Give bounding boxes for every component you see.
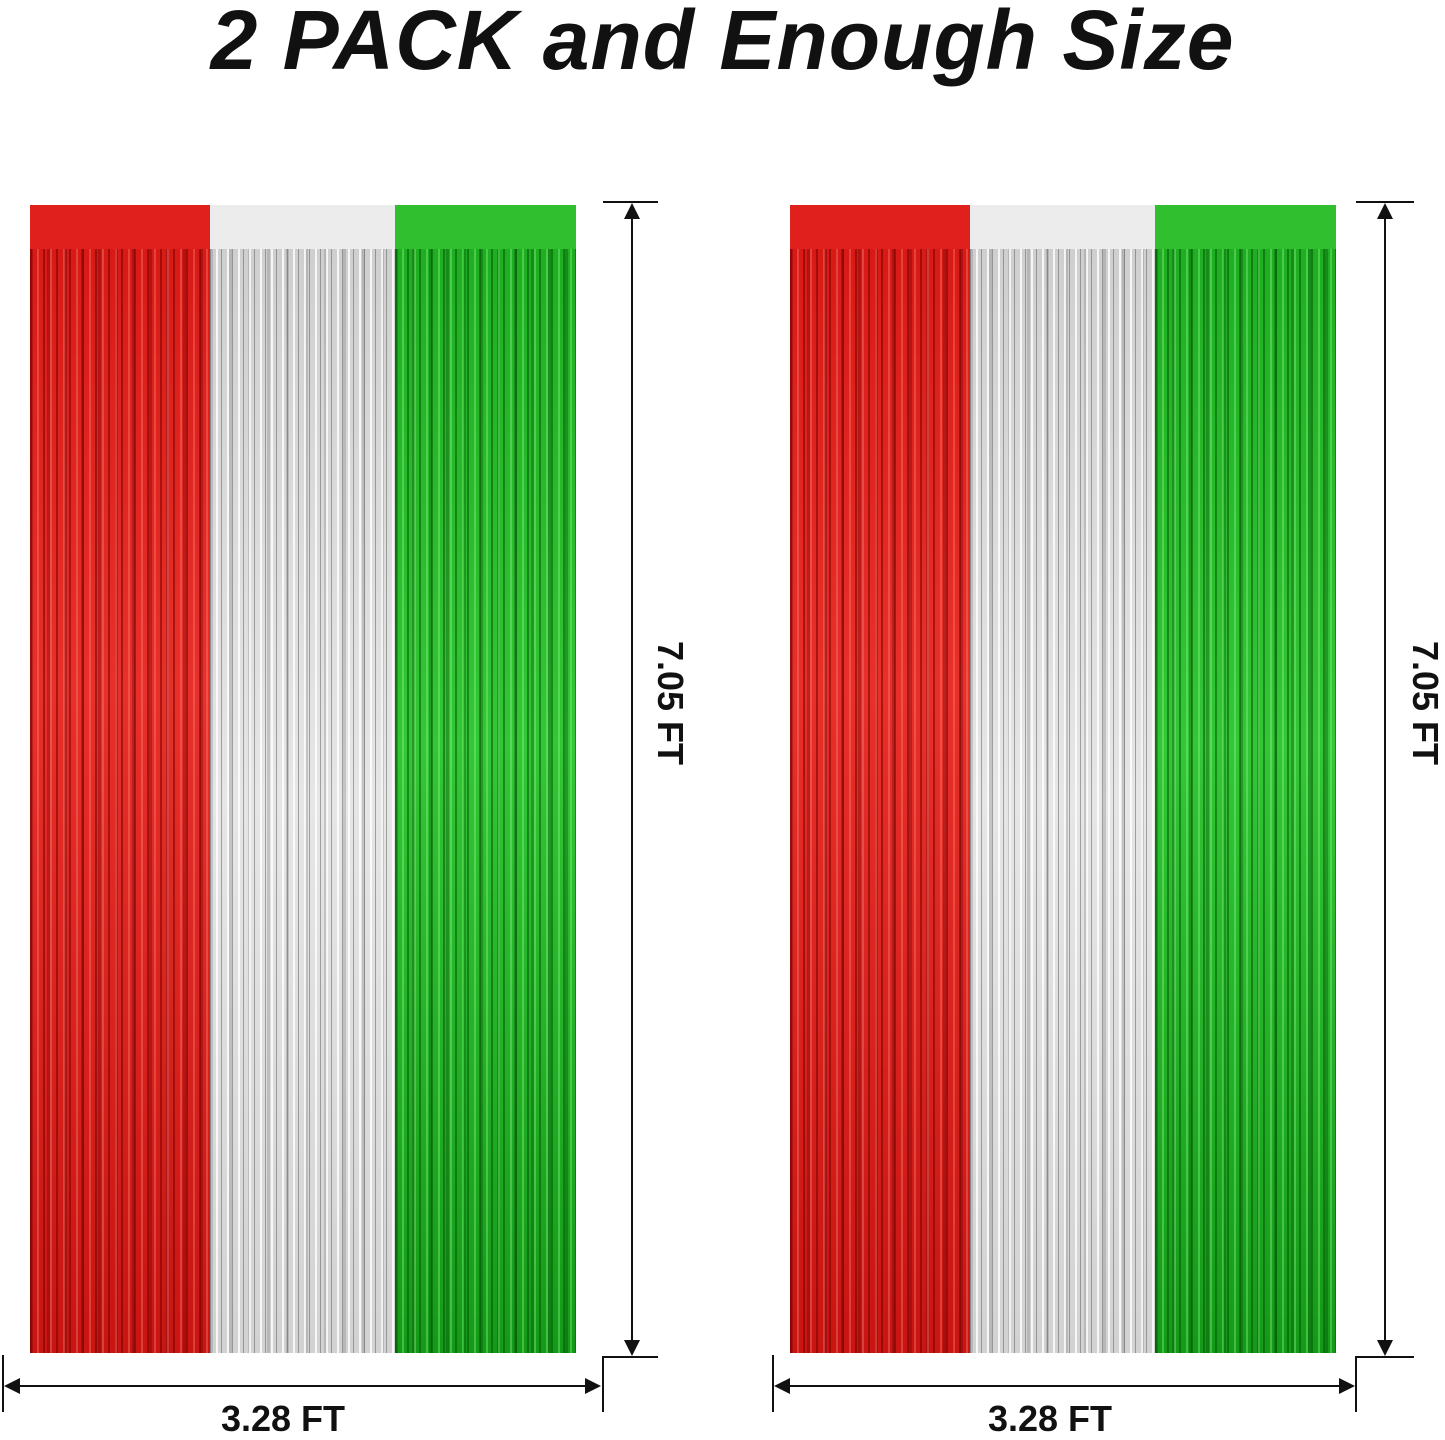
foil-curtain-2 [790,205,1336,1353]
headline: 2 PACK and Enough Size [210,0,1235,87]
width-label-1: 3.28 FT [220,1398,346,1439]
red-panel [30,205,210,1353]
green-panel [395,205,576,1353]
height-label-1: 7.05 FT [650,640,691,766]
height-label-2: 7.05 FT [1405,640,1445,766]
foil-curtain-1 [30,205,576,1353]
width-label-2: 3.28 FT [987,1398,1113,1439]
silver-panel [970,205,1155,1353]
silver-panel [210,205,395,1353]
red-panel [790,205,970,1353]
green-panel [1155,205,1336,1353]
